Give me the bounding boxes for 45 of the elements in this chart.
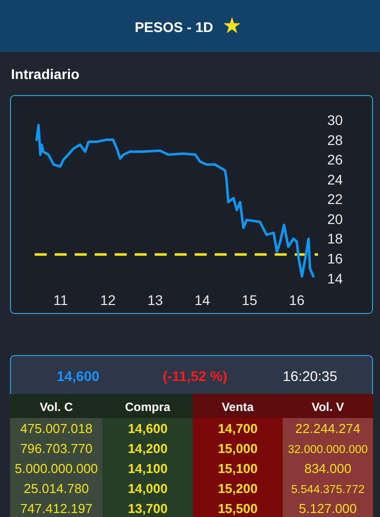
line-series [35, 124, 315, 278]
text: 15,500 [218, 501, 258, 516]
text: 14,600 [128, 421, 168, 436]
text: 14,200 [128, 441, 168, 456]
text: 14,100 [128, 461, 168, 476]
x-tick-label: 12 [100, 292, 116, 308]
x-tick-label: 11 [53, 292, 68, 308]
y-tick-label: 22 [327, 191, 343, 208]
y-tick-label: 18 [327, 230, 343, 247]
text: 25.014.780 [24, 481, 89, 496]
text: 14,600 [56, 368, 100, 384]
text: 15,200 [218, 481, 258, 496]
x-tick-label: 13 [147, 292, 164, 308]
y-tick-label: 28 [327, 132, 343, 148]
y-tick-label: 16 [327, 250, 343, 267]
text: 5.127.000 [298, 501, 357, 516]
text: 15,100 [218, 461, 258, 476]
text: 14,700 [218, 421, 258, 436]
y-tick-label: 26 [327, 152, 343, 168]
text: 16:20:35 [282, 368, 338, 384]
text: 5.544.375.772 [291, 484, 365, 496]
category-label: Venta [222, 400, 254, 414]
y-tick-label: 14 [327, 270, 343, 286]
category-label: Vol. V [312, 400, 344, 414]
y-tick-label: 30 [327, 112, 343, 128]
text: 14,000 [128, 481, 168, 496]
x-tick-label: 14 [194, 292, 210, 308]
x-tick-label: 15 [242, 292, 258, 308]
text: 475.007.018 [20, 421, 92, 436]
x-tick-label: 16 [288, 292, 305, 308]
text: 32.000.000.000 [288, 444, 368, 456]
text: 747.412.197 [20, 501, 92, 516]
y-tick-label: 24 [327, 171, 343, 188]
text: 5.000.000.000 [14, 461, 98, 476]
text: 22.244.274 [295, 421, 360, 436]
text: 13,700 [128, 501, 168, 516]
category-label: Vol. C [40, 400, 74, 414]
text: (-11,52 %) [162, 368, 228, 384]
chart-subtitle: Intradiario [11, 66, 80, 82]
text: 796.703.770 [20, 441, 92, 456]
text: 834.000 [304, 461, 352, 476]
y-tick-label: 20 [327, 210, 343, 227]
category-label: Compra [125, 400, 171, 414]
text: 15,000 [218, 441, 258, 456]
chart-title: PESOS - 1D [134, 19, 214, 35]
